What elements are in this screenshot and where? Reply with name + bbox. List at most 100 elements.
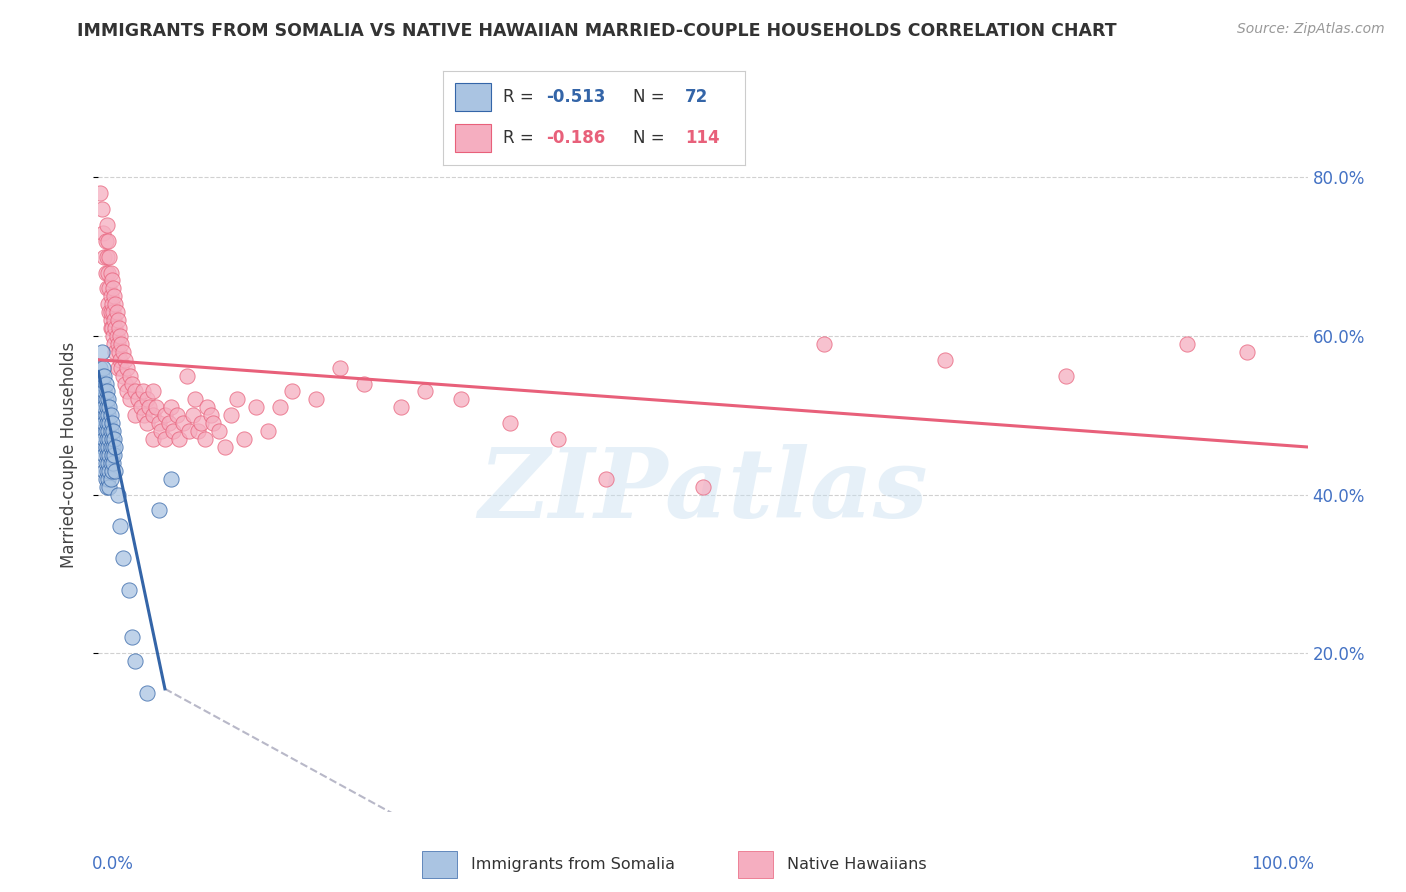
Point	[208, 424, 231, 438]
Point	[179, 424, 201, 438]
Point	[111, 551, 134, 566]
Text: Immigrants from Somalia: Immigrants from Somalia	[471, 857, 675, 871]
Point	[353, 376, 375, 391]
Point	[103, 448, 125, 462]
Point	[97, 234, 120, 248]
Point	[118, 368, 141, 383]
Point	[269, 401, 291, 415]
Point	[132, 384, 155, 399]
Point	[100, 472, 122, 486]
Bar	[456, 83, 491, 111]
Point	[214, 440, 236, 454]
Point	[91, 409, 114, 423]
Point	[89, 360, 111, 375]
Text: R =: R =	[503, 128, 540, 147]
Text: 0.0%: 0.0%	[93, 855, 134, 872]
Point	[100, 416, 122, 430]
Text: N =: N =	[633, 87, 671, 105]
Point	[100, 266, 122, 280]
Point	[135, 392, 157, 407]
Point	[98, 432, 121, 446]
Point	[148, 416, 170, 430]
Point	[1236, 344, 1258, 359]
Text: 100.0%: 100.0%	[1250, 855, 1313, 872]
Point	[91, 376, 114, 391]
Point	[96, 384, 118, 399]
Point	[90, 392, 112, 407]
Point	[1054, 368, 1077, 383]
Point	[101, 440, 124, 454]
Point	[97, 456, 120, 470]
Point	[97, 472, 120, 486]
Point	[176, 368, 198, 383]
Point	[124, 409, 146, 423]
Point	[157, 416, 180, 430]
Point	[104, 440, 127, 454]
Point	[169, 432, 191, 446]
Text: 72: 72	[685, 87, 709, 105]
Point	[98, 416, 121, 430]
Point	[101, 305, 124, 319]
Point	[100, 464, 122, 478]
Point	[110, 360, 132, 375]
Point	[98, 281, 121, 295]
Text: -0.513: -0.513	[546, 87, 605, 105]
Point	[98, 480, 121, 494]
Point	[108, 344, 131, 359]
Point	[94, 376, 117, 391]
Point	[1175, 337, 1198, 351]
Point	[117, 384, 139, 399]
Point	[134, 409, 156, 423]
Point	[107, 337, 129, 351]
Point	[97, 392, 120, 407]
Point	[93, 368, 115, 383]
Point	[94, 424, 117, 438]
Point	[245, 401, 267, 415]
Point	[96, 464, 118, 478]
Point	[98, 250, 121, 264]
Point	[100, 448, 122, 462]
Point	[127, 392, 149, 407]
Y-axis label: Married-couple Households: Married-couple Households	[59, 342, 77, 568]
Point	[97, 424, 120, 438]
Point	[166, 409, 188, 423]
Point	[94, 456, 117, 470]
Point	[153, 409, 176, 423]
Point	[98, 305, 121, 319]
Point	[129, 401, 152, 415]
Point	[101, 329, 124, 343]
Point	[107, 360, 129, 375]
Point	[103, 289, 125, 303]
Point	[121, 376, 143, 391]
Bar	[422, 851, 457, 878]
Point	[110, 337, 132, 351]
Point	[93, 401, 115, 415]
Point	[98, 448, 121, 462]
Point	[91, 440, 114, 454]
Point	[98, 464, 121, 478]
Point	[200, 409, 222, 423]
Point	[450, 392, 472, 407]
Point	[142, 409, 165, 423]
Point	[100, 456, 122, 470]
Point	[100, 440, 122, 454]
Point	[181, 409, 204, 423]
Point	[94, 392, 117, 407]
Point	[172, 416, 194, 430]
Point	[813, 337, 835, 351]
Point	[93, 464, 115, 478]
Point	[142, 384, 165, 399]
Point	[96, 416, 118, 430]
Point	[153, 432, 176, 446]
Text: Native Hawaiians: Native Hawaiians	[787, 857, 927, 871]
Point	[96, 281, 118, 295]
Point	[118, 582, 141, 597]
Point	[93, 416, 115, 430]
Text: R =: R =	[503, 87, 540, 105]
Point	[103, 432, 125, 446]
Point	[93, 432, 115, 446]
Point	[305, 392, 328, 407]
Point	[96, 432, 118, 446]
Point	[91, 226, 114, 240]
Point	[91, 392, 114, 407]
